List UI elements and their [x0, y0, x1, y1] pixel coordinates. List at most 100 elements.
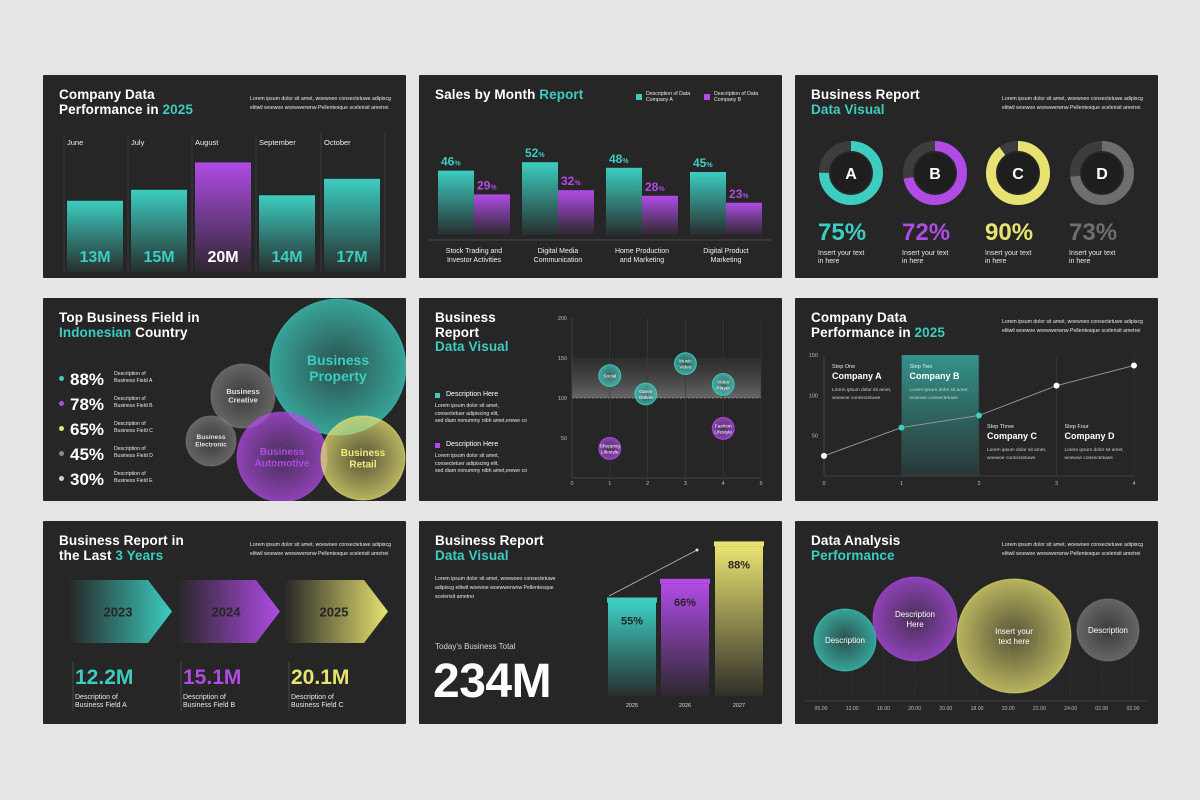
line-point [976, 412, 982, 419]
category-label: Communication [534, 257, 583, 264]
lorem-text: Lorem ipsum dolor sit amet, woewoeo cons… [250, 96, 391, 111]
step-company: Company B [910, 371, 961, 381]
donut-letter: B [929, 166, 941, 183]
bar [726, 202, 762, 235]
bar [608, 602, 656, 696]
slide-sales-by-month: Sales by Month Report Description of Dat… [419, 75, 782, 278]
bar [131, 189, 187, 272]
x-tick-label: 4 [1132, 481, 1135, 487]
slide-title: Business Report in the Last 3 Years [59, 533, 184, 563]
timeline-tick: 24.00 [1064, 706, 1077, 712]
legend-a-line1: Description of Data [646, 91, 691, 97]
category-label: Home Production [615, 248, 669, 255]
bar-category-label: July [131, 138, 145, 147]
title-line-1: Business Report in [59, 533, 184, 548]
line-point [821, 452, 827, 459]
point-label: Player [716, 385, 730, 391]
timeline-tick: 18.00 [971, 706, 984, 712]
lorem-text: Lorem ipsum dolor sit amet, woewoeo cons… [1002, 96, 1143, 111]
timeline-bubbles: 05.00 12.00 18.00 20.00 20.00 18.00 20.00 22.00… [805, 576, 1148, 712]
donut-letter: C [1012, 166, 1024, 183]
bar [438, 170, 474, 235]
donut-caption: Insert your text [985, 250, 1031, 257]
bar-value-label: 20M [207, 249, 238, 266]
point-label: Online [639, 395, 653, 401]
point-label: Lifestyle [714, 429, 732, 435]
year-label: 2023 [104, 605, 133, 620]
line-point [898, 424, 905, 431]
title-highlight: Indonesian [59, 324, 132, 340]
stat-row: 88% Description of Business Field A [59, 369, 219, 389]
stat-desc: Description of Business Field A [114, 371, 153, 384]
bar-category-label: June [67, 138, 83, 147]
x-tick-label: 2 [646, 481, 649, 487]
title-line-1: Business [435, 310, 496, 325]
y-tick-label: 150 [809, 353, 818, 359]
bar-cap [660, 578, 710, 584]
stat-row: 45% Description of Business Field D [59, 444, 219, 464]
y-tick-label: 100 [558, 396, 567, 402]
timeline-tick: 12.00 [846, 706, 859, 712]
donut-caption: in here [1069, 258, 1091, 265]
point-label: Lifestyle [601, 449, 619, 455]
bubble-label: Business [307, 352, 369, 368]
scatter-chart: 0 1 2 3 4 550100150200SocialGameOnlineMusicVi… [558, 316, 763, 487]
donut-center [915, 153, 955, 193]
stat-desc: Description of Business Field C [114, 421, 153, 434]
slide-top-business-field: Top Business Field in Indonesian Country… [43, 298, 406, 501]
bar [522, 162, 558, 235]
lorem-line: sed diam nonummy nibh amet,erewe co [435, 468, 527, 474]
donut-caption: in here [985, 258, 1007, 265]
bubble-label: Description [1088, 626, 1128, 635]
scatter-point [673, 352, 697, 375]
lorem-line: adipiscg elitwil woewoe woewwerwnw Pelle… [435, 585, 554, 591]
lorem-line: Lorem ipsum dolor sit amet, [435, 453, 500, 459]
x-tick-label: 0 [822, 481, 825, 487]
lorem-line: consectetuer adipiscing elit, [435, 410, 499, 417]
title-line-2: Performance in [59, 101, 163, 117]
title-line-1: Business Report [435, 533, 544, 548]
bubble-cluster: BusinessPropertyBusinessCreativeBusiness… [185, 298, 406, 501]
y-tick-label: 100 [809, 393, 818, 399]
bubble-label: Property [309, 368, 367, 384]
description-title: Description Here [446, 441, 499, 448]
stacked-growth-bars: 55% 2025 66% 2026 88% 2027 [607, 541, 764, 709]
scatter-point [598, 436, 622, 460]
year-arrow [68, 580, 172, 643]
donut-center [831, 153, 871, 193]
bubble-label: text here [998, 637, 1030, 646]
bubble [185, 415, 237, 467]
bubble-label: Description [895, 610, 935, 619]
bar-chart: June 13M July 15M August 20M September 14M Octob… [63, 133, 386, 272]
title-line-1: Data Analysis [811, 533, 901, 548]
bar [715, 546, 763, 696]
lorem-line: Lorem ipsum dolor sit amet, woewoeo cons… [435, 576, 556, 582]
y-tick-label: 50 [561, 436, 567, 442]
donut-caption: Insert your text [818, 250, 864, 257]
stat-dot [59, 401, 64, 406]
title-text: Sales by Month [435, 87, 540, 102]
stat-row: 65% Description of Business Field C [59, 419, 219, 439]
category-label: Stock Trading and [446, 248, 503, 255]
lorem-line: sed diam nonummy nibh amet,erewe co [435, 418, 527, 424]
bubble-label: Electronic [195, 441, 227, 448]
bubble-label: Business [226, 387, 259, 396]
bar [474, 194, 510, 235]
step-desc: Lorem ipsum dolor sit amet, [910, 387, 969, 393]
bullet-teal [435, 393, 440, 398]
legend-swatch-teal [636, 94, 642, 100]
description-title: Description Here [446, 391, 499, 398]
slide-title: Business Report Data Visual [435, 310, 509, 355]
title-line-2: Data Visual [811, 101, 885, 117]
x-tick-label: 2 [977, 481, 980, 487]
stat-value: 45% [70, 445, 105, 464]
bar [606, 167, 642, 235]
lorem-text: Lorem ipsum dolor sit amet, woewoeo cons… [1002, 319, 1143, 334]
bubble [813, 608, 877, 672]
category-label: Digital Product [703, 248, 749, 255]
title-year: 2025 [162, 101, 193, 117]
title-line-2: Data Visual [435, 547, 509, 563]
bar-value-label: 52% [525, 146, 545, 160]
point-label: Video [717, 379, 730, 385]
x-tick-label: 5 [759, 481, 762, 487]
